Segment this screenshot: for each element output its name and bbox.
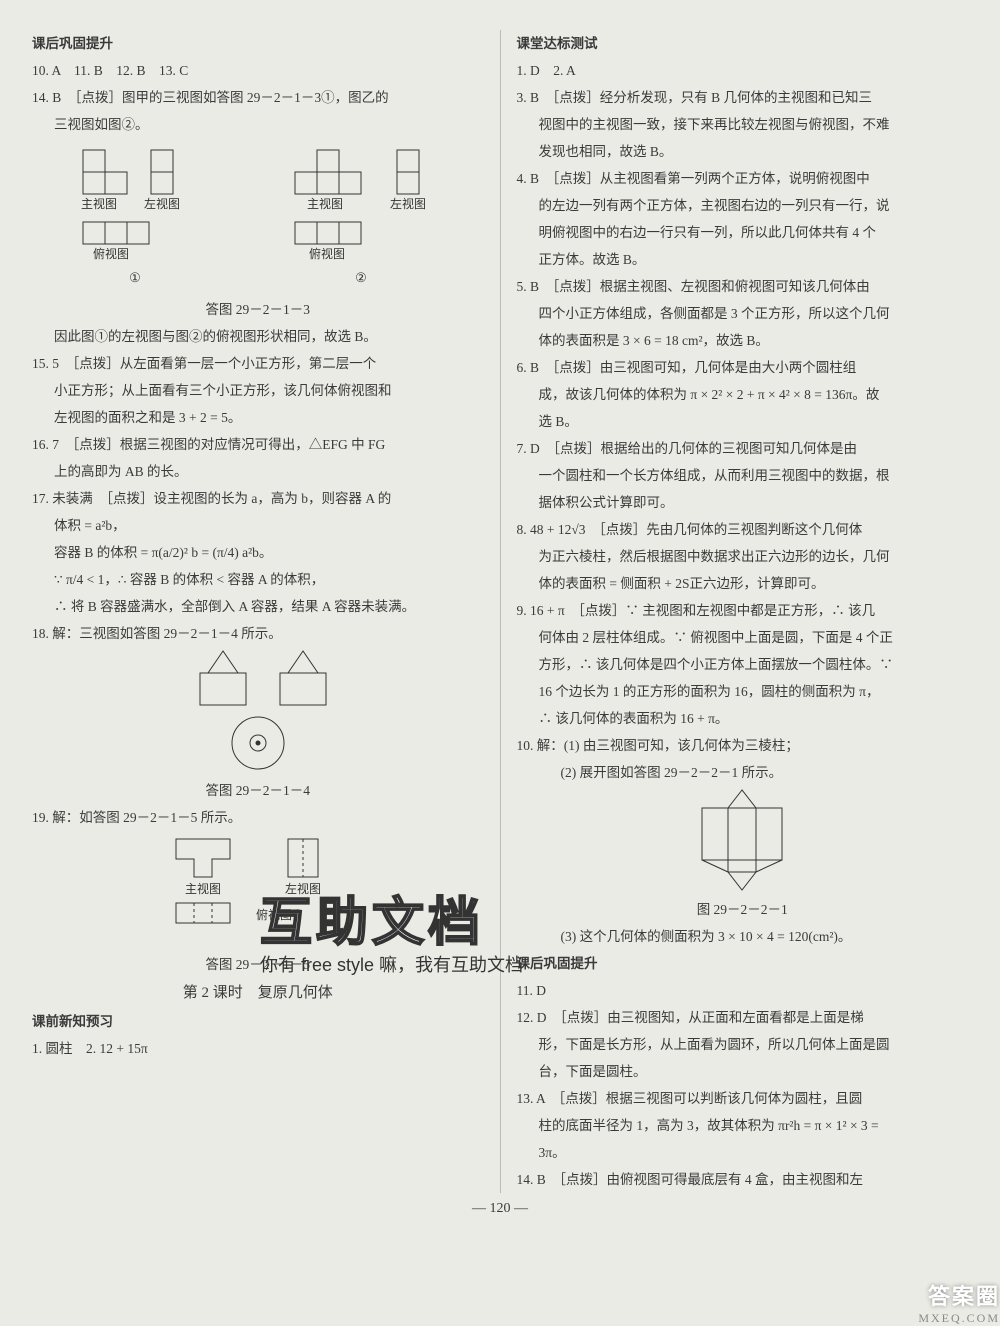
diagram-caption: 答图 29－2－1－3	[32, 296, 484, 323]
answer-line: 发现也相同，故选 B。	[517, 138, 969, 165]
label: 俯视图	[309, 246, 345, 261]
answer-line: 18. 解：三视图如答图 29－2－1－4 所示。	[32, 620, 484, 647]
answer-line: 19. 解：如答图 29－2－1－5 所示。	[32, 804, 484, 831]
answer-line: 台，下面是圆柱。	[517, 1058, 969, 1085]
answer-line: 成，故该几何体的体积为 π × 2² × 2 + π × 4² × 8 = 13…	[517, 381, 969, 408]
answer-line: 体积 = a²b，	[32, 512, 484, 539]
answer-line: 左视图的面积之和是 3 + 2 = 5。	[32, 404, 484, 431]
left-column: 课后巩固提升 10. A 11. B 12. B 13. C 14. B ［点拨…	[20, 30, 496, 1193]
answer-line: 容器 B 的体积 = π(a/2)² b = (π/4) a²b。	[32, 539, 484, 566]
answer-line: 13. A ［点拨］根据三视图可以判断该几何体为圆柱，且圆	[517, 1085, 969, 1112]
answer-line: 选 B。	[517, 408, 969, 435]
answer-line: 体的表面积是 3 × 6 = 18 cm²，故选 B。	[517, 327, 969, 354]
answer-line: 14. B ［点拨］由俯视图可得最底层有 4 盒，由主视图和左	[517, 1166, 969, 1193]
section-heading: 课堂达标测试	[517, 30, 969, 57]
answer-line: 1. 圆柱 2. 12 + 15π	[32, 1035, 484, 1062]
corner-title: 答案圈	[850, 1279, 1000, 1311]
answer-line: 何体由 2 层柱体组成。∵ 俯视图中上面是圆，下面是 4 个正	[517, 624, 969, 651]
answer-line: ∴ 将 B 容器盛满水，全部倒入 A 容器，结果 A 容器未装满。	[32, 593, 484, 620]
diagram-caption: 图 29－2－2－1	[517, 896, 969, 923]
answer-line: 7. D ［点拨］根据给出的几何体的三视图可知几何体是由	[517, 435, 969, 462]
answer-line: 正方体。故选 B。	[517, 246, 969, 273]
answer-line: 5. B ［点拨］根据主视图、左视图和俯视图可知该几何体由	[517, 273, 969, 300]
label: 主视图	[81, 196, 117, 211]
answer-line: 8. 48 + 12√3 ［点拨］先由几何体的三视图判断这个几何体	[517, 516, 969, 543]
answer-line: 体的表面积 = 侧面积 + 2S正六边形，计算即可。	[517, 570, 969, 597]
diagram-caption: 答图 29－2－1－4	[32, 777, 484, 804]
section-heading: 课后巩固提升	[32, 30, 484, 57]
answer-line: (3) 这个几何体的侧面积为 3 × 10 × 4 = 120(cm²)。	[517, 923, 969, 950]
answer-line: 小正方形；从上面看有三个小正方形，该几何体俯视图和	[32, 377, 484, 404]
answer-line: 柱的底面半径为 1，高为 3，故其体积为 πr²h = π × 1² × 3 =	[517, 1112, 969, 1139]
diagram-14-right-svg: 主视图 左视图 俯视图 ②	[281, 142, 451, 292]
answer-line: 方形，∴ 该几何体是四个小正方体上面摆放一个圆柱体。∵	[517, 651, 969, 678]
label: 左视图	[144, 196, 180, 211]
answer-line: 四个小正方体组成，各侧面都是 3 个正方形，所以这个几何	[517, 300, 969, 327]
answer-line: 据体积公式计算即可。	[517, 489, 969, 516]
diagram-18	[32, 647, 484, 777]
answer-line: 14. B ［点拨］图甲的三视图如答图 29－2－1－3①，图乙的	[32, 84, 484, 111]
answer-line: 10. 解：(1) 由三视图可知，该几何体为三棱柱；	[517, 732, 969, 759]
answer-line: 10. A 11. B 12. B 13. C	[32, 57, 484, 84]
answer-line: 4. B ［点拨］从主视图看第一列两个正方体，说明俯视图中	[517, 165, 969, 192]
answer-line: 因此图①的左视图与图②的俯视图形状相同，故选 B。	[32, 323, 484, 350]
label: 左视图	[390, 196, 426, 211]
label: ①	[129, 270, 141, 285]
diagram-18-svg	[148, 647, 368, 777]
diagram-14-left-svg: 主视图 左视图 俯视图 ①	[65, 142, 215, 292]
center-divider	[500, 30, 501, 1193]
answer-line: 1. D 2. A	[517, 57, 969, 84]
svg-text:主视图: 主视图	[185, 881, 221, 896]
watermark-title: 互助文档	[260, 880, 523, 955]
answer-line: 16. 7 ［点拨］根据三视图的对应情况可得出，△EFG 中 FG	[32, 431, 484, 458]
label: 主视图	[307, 196, 343, 211]
answer-line: 3. B ［点拨］经分析发现，只有 B 几何体的主视图和已知三	[517, 84, 969, 111]
diagram-10-svg	[662, 786, 822, 896]
page-body: 课后巩固提升 10. A 11. B 12. B 13. C 14. B ［点拨…	[20, 30, 980, 1193]
answer-line: 17. 未装满 ［点拨］设主视图的长为 a，高为 b，则容器 A 的	[32, 485, 484, 512]
corner-watermark: 答案圈 MXEQ.COM	[850, 1279, 1000, 1326]
answer-line: 12. D ［点拨］由三视图知，从正面和左面看都是上面是梯	[517, 1004, 969, 1031]
diagram-14-left: 主视图 左视图 俯视图 ①	[65, 142, 215, 292]
answer-line: 上的高即为 AB 的长。	[32, 458, 484, 485]
label: 俯视图	[93, 246, 129, 261]
page-number: — 120 —	[20, 1201, 980, 1217]
corner-url: MXEQ.COM	[850, 1311, 1000, 1326]
answer-line: 一个圆柱和一个长方体组成，从而利用三视图中的数据，根	[517, 462, 969, 489]
answer-line: 9. 16 + π ［点拨］∵ 主视图和左视图中都是正方形，∴ 该几	[517, 597, 969, 624]
answer-line: 16 个边长为 1 的正方形的面积为 16，圆柱的侧面积为 π，	[517, 678, 969, 705]
diagram-14-right: 主视图 左视图 俯视图 ②	[281, 142, 451, 292]
right-column: 课堂达标测试 1. D 2. A 3. B ［点拨］经分析发现，只有 B 几何体…	[505, 30, 981, 1193]
answer-line: 15. 5 ［点拨］从左面看第一层一个小正方形，第二层一个	[32, 350, 484, 377]
diagram-14: 主视图 左视图 俯视图 ① 主视图 左视图	[32, 142, 484, 292]
answer-line: (2) 展开图如答图 29－2－2－1 所示。	[517, 759, 969, 786]
answer-line: 6. B ［点拨］由三视图可知，几何体是由大小两个圆柱组	[517, 354, 969, 381]
answer-line: 明俯视图中的右边一行只有一列，所以此几何体共有 4 个	[517, 219, 969, 246]
section-heading: 课后巩固提升	[517, 950, 969, 977]
answer-line: 3π。	[517, 1139, 969, 1166]
label: ②	[355, 270, 367, 285]
answer-line: 11. D	[517, 977, 969, 1004]
answer-line: ∵ π/4 < 1，∴ 容器 B 的体积 < 容器 A 的体积，	[32, 566, 484, 593]
sub-heading: 第 2 课时 复原几何体	[32, 978, 484, 1008]
answer-line: 为正六棱柱，然后根据图中数据求出正六边形的边长，几何	[517, 543, 969, 570]
watermark-sub: 你有 free style 嘛，我有互助文档	[260, 951, 523, 977]
answer-line: 三视图如图②。	[32, 111, 484, 138]
answer-line: 视图中的主视图一致，接下来再比较左视图与俯视图，不难	[517, 111, 969, 138]
watermark: 互助文档 你有 free style 嘛，我有互助文档	[260, 880, 523, 977]
section-heading: 课前新知预习	[32, 1008, 484, 1035]
answer-line: ∴ 该几何体的表面积为 16 + π。	[517, 705, 969, 732]
answer-line: 形，下面是长方形，从上面看为圆环，所以几何体上面是圆	[517, 1031, 969, 1058]
answer-line: 的左边一列有两个正方体，主视图右边的一列只有一行，说	[517, 192, 969, 219]
diagram-10	[517, 786, 969, 896]
